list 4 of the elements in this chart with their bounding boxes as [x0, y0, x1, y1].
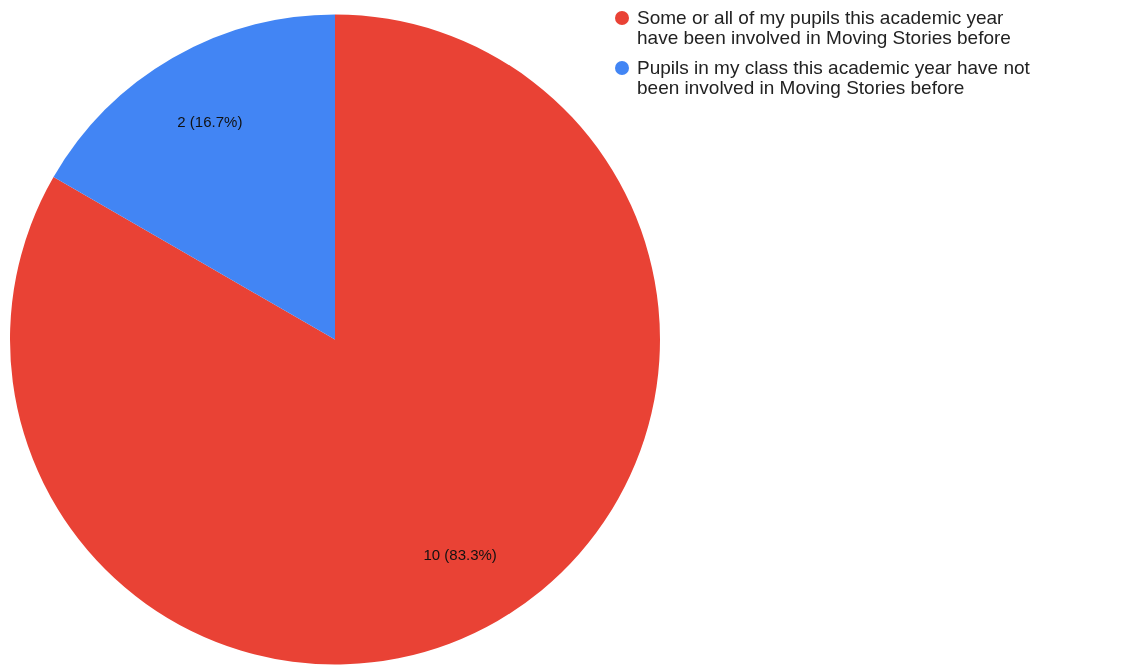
legend-label: Pupils in my class this academic year have not been involved in Moving Stories before — [637, 57, 1031, 98]
data-label: 10 (83.3%) — [423, 546, 497, 564]
data-label: 2 (16.7%) — [177, 112, 243, 130]
legend-label: Some or all of my pupils this academic year have been involved in Moving Stories before — [637, 7, 1012, 48]
